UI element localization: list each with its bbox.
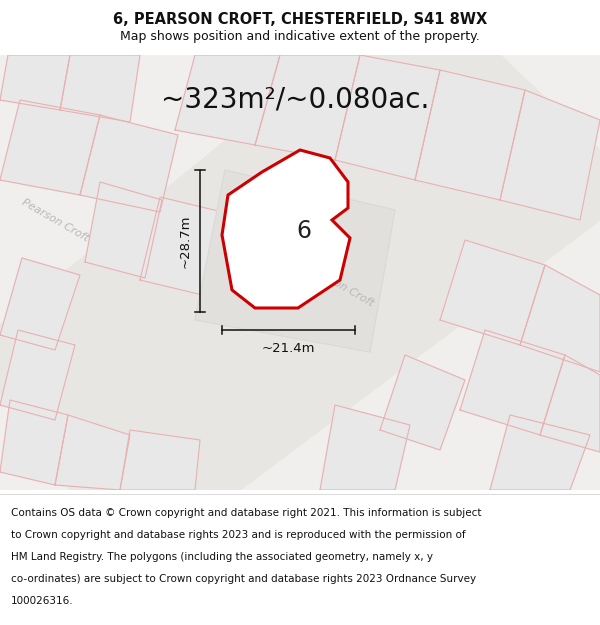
Polygon shape xyxy=(55,415,130,490)
Polygon shape xyxy=(520,265,600,372)
Polygon shape xyxy=(320,405,410,490)
Text: to Crown copyright and database rights 2023 and is reproduced with the permissio: to Crown copyright and database rights 2… xyxy=(11,529,466,539)
Polygon shape xyxy=(140,197,235,298)
Text: HM Land Registry. The polygons (including the associated geometry, namely x, y: HM Land Registry. The polygons (includin… xyxy=(11,551,433,561)
Polygon shape xyxy=(0,100,100,195)
Text: 6: 6 xyxy=(296,219,311,244)
Text: Contains OS data © Crown copyright and database right 2021. This information is : Contains OS data © Crown copyright and d… xyxy=(11,508,481,518)
Text: ~21.4m: ~21.4m xyxy=(262,342,315,355)
Polygon shape xyxy=(0,400,68,485)
Text: 6, PEARSON CROFT, CHESTERFIELD, S41 8WX: 6, PEARSON CROFT, CHESTERFIELD, S41 8WX xyxy=(113,12,487,27)
Polygon shape xyxy=(0,330,75,420)
Text: Pearson Croft: Pearson Croft xyxy=(20,197,90,243)
Polygon shape xyxy=(0,55,600,490)
Text: Pearson Croft: Pearson Croft xyxy=(305,262,375,308)
Text: 100026316.: 100026316. xyxy=(11,596,73,606)
Polygon shape xyxy=(500,90,600,220)
Polygon shape xyxy=(380,355,465,450)
Polygon shape xyxy=(0,55,70,110)
Polygon shape xyxy=(80,115,178,212)
Polygon shape xyxy=(335,55,440,180)
Polygon shape xyxy=(0,258,80,350)
Text: co-ordinates) are subject to Crown copyright and database rights 2023 Ordnance S: co-ordinates) are subject to Crown copyr… xyxy=(11,574,476,584)
Polygon shape xyxy=(222,150,350,308)
Polygon shape xyxy=(440,240,545,345)
Polygon shape xyxy=(415,70,525,200)
Polygon shape xyxy=(175,55,280,145)
Text: Map shows position and indicative extent of the property.: Map shows position and indicative extent… xyxy=(120,30,480,43)
Polygon shape xyxy=(195,170,395,352)
Polygon shape xyxy=(490,415,590,490)
Text: ~323m²/~0.080ac.: ~323m²/~0.080ac. xyxy=(161,86,429,114)
Polygon shape xyxy=(85,182,162,278)
Polygon shape xyxy=(460,330,565,435)
Polygon shape xyxy=(255,55,360,160)
Polygon shape xyxy=(540,355,600,452)
Text: ~28.7m: ~28.7m xyxy=(179,214,192,268)
Polygon shape xyxy=(60,55,140,122)
Polygon shape xyxy=(120,430,200,490)
